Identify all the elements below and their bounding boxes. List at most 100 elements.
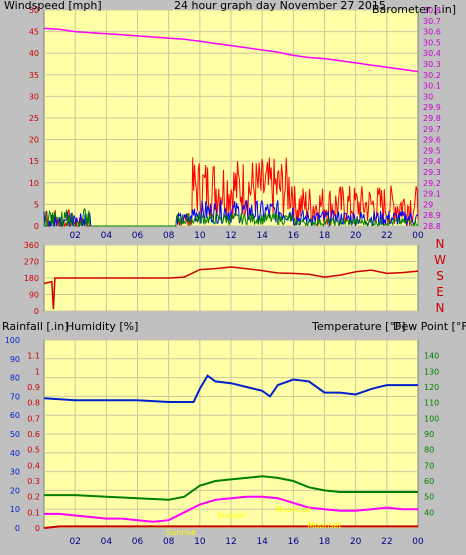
barometer-tick-label: 29.5 [423, 146, 441, 155]
wind-barometer-series [43, 27, 419, 228]
x-tick-label: 08 [163, 537, 175, 547]
wind-average-line [44, 208, 419, 228]
x-tick-label: 22 [381, 231, 392, 241]
x-tick-label: 16 [288, 537, 300, 547]
temperature-tick-label: 110 [424, 399, 439, 408]
rainfall-tick-label: 0.9 [27, 383, 40, 392]
humidity-tick-label: 0 [15, 524, 20, 533]
barometer-tick-label: 29.4 [423, 157, 441, 166]
windspeed-tick-label: 30 [29, 92, 39, 101]
rain-humidity-temp-ticks: 0 10 20 30 40 50 60 70 80 90 100 0 0.1 0.2 0.3 0.4 0.5 0.… [5, 336, 440, 533]
direction-tick-label: 360 [24, 241, 39, 250]
direction-tick-label: 180 [24, 274, 39, 283]
humidity-tick-label: 70 [10, 392, 20, 401]
x-tick-label: 10 [194, 537, 206, 547]
x-tick-label: 08 [163, 231, 175, 241]
rainfall-tick-label: 0.6 [27, 430, 40, 439]
barometer-tick-label: 30 [423, 92, 433, 101]
x-tick-label: 02 [69, 231, 80, 241]
barometer-tick-label: 30.2 [423, 71, 441, 80]
compass-label: N [436, 301, 445, 315]
rainfall-tick-label: 0.7 [27, 414, 40, 423]
windspeed-tick-label: 50 [29, 6, 39, 15]
compass-label: N [436, 237, 445, 251]
barometer-tick-label: 29.9 [423, 103, 441, 112]
barometer-tick-label: 30.5 [423, 38, 441, 47]
windspeed-tick-label: 25 [29, 114, 39, 123]
humidity-axis-label: Humidity [%] [66, 320, 138, 333]
barometer-tick-label: 29.6 [423, 136, 441, 145]
x-tick-label: 10 [194, 231, 206, 241]
compass-label: W [434, 253, 446, 267]
x-tick-label: 06 [132, 231, 144, 241]
windspeed-tick-label: 0 [34, 222, 39, 231]
barometer-tick-label: 30.1 [423, 82, 441, 91]
windspeed-tick-label: 20 [29, 136, 39, 145]
annotation-label: Sunset [217, 511, 244, 520]
rainfall-line [43, 525, 418, 529]
temperature-tick-label: 80 [424, 446, 434, 455]
barometer-line [43, 27, 419, 73]
windspeed-tick-label: 35 [29, 71, 39, 80]
x-tick-label: 20 [350, 231, 362, 241]
temperature-axis-label: Temperature [°F] [311, 320, 406, 333]
dew-point-line [44, 495, 418, 523]
sun-moon-annotations: Sunrise Sunset Moonrise Moonset [166, 505, 341, 537]
rainfall-tick-label: 0.3 [27, 477, 40, 486]
barometer-tick-label: 30.7 [423, 17, 441, 26]
compass-label: E [436, 285, 444, 299]
barometer-tick-label: 30.4 [423, 49, 441, 58]
x-axis-ticks: 02 04 06 08 10 12 14 16 18 20 22 00 02 04 06 08 10 12 14 16… [69, 231, 424, 547]
temperature-tick-label: 120 [424, 383, 439, 392]
graph-title: 24 hour graph day November 27 2015 [174, 0, 386, 12]
barometer-tick-label: 28.9 [423, 211, 441, 220]
barometer-tick-label: 29 [423, 200, 433, 209]
windspeed-tick-label: 15 [29, 157, 39, 166]
x-tick-label: 12 [225, 231, 236, 241]
humidity-tick-label: 10 [10, 505, 20, 514]
wind-direction-line [43, 266, 419, 310]
humidity-line [43, 374, 418, 403]
temperature-tick-label: 50 [424, 493, 434, 502]
rainfall-tick-label: 0.2 [27, 493, 40, 502]
wind-direction-series [43, 266, 419, 310]
direction-tick-label: 0 [34, 307, 39, 316]
windspeed-tick-label: 45 [29, 28, 39, 37]
windspeed-axis-label: Windspeed [mph] [4, 0, 102, 12]
wind-direction-ticks: 0 90 180 270 360 [24, 241, 39, 316]
rainfall-tick-label: 0.4 [27, 461, 40, 470]
humidity-tick-label: 50 [10, 430, 20, 439]
windspeed-tick-label: 40 [29, 49, 39, 58]
temperature-tick-label: 90 [424, 430, 434, 439]
annotation-label: Sunrise [166, 528, 196, 537]
annotation-label: Moonrise [275, 505, 311, 514]
x-tick-label: 18 [319, 537, 331, 547]
barometer-tick-label: 28.8 [423, 222, 441, 231]
barometer-axis-label: Barometer [.in] [372, 3, 456, 16]
rainfall-tick-label: 1.1 [27, 352, 40, 361]
rain-humidity-temp-series [43, 374, 418, 529]
temperature-tick-label: 100 [424, 414, 439, 423]
temperature-tick-label: 130 [424, 367, 439, 376]
barometer-tick-label: 29.2 [423, 179, 441, 188]
x-tick-label: 14 [256, 231, 268, 241]
wind-direction-grid [44, 244, 418, 312]
annotation-label: Moonset [308, 521, 342, 530]
temperature-line [44, 475, 418, 501]
temperature-tick-label: 60 [424, 477, 434, 486]
x-tick-label: 04 [101, 537, 113, 547]
windspeed-tick-label: 5 [34, 200, 39, 209]
x-tick-label: 20 [350, 537, 362, 547]
barometer-tick-label: 30.8 [423, 6, 441, 15]
x-tick-label: 16 [288, 231, 300, 241]
humidity-tick-label: 30 [10, 468, 20, 477]
rainfall-axis-label: Rainfall [.in] [2, 320, 69, 333]
x-tick-label: 12 [225, 537, 236, 547]
barometer-tick-label: 29.8 [423, 114, 441, 123]
humidity-tick-label: 60 [10, 411, 20, 420]
compass-label: S [436, 269, 444, 283]
x-tick-label: 04 [101, 231, 113, 241]
